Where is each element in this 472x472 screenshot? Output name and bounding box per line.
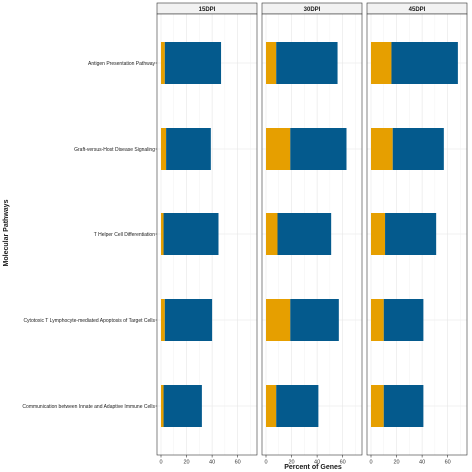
bar-segment-2 <box>166 128 211 170</box>
category-label: Communication between Innate and Adaptiv… <box>22 404 155 410</box>
category-label: T Helper Cell Differentiation <box>94 232 155 238</box>
bar-segment-1 <box>161 385 164 427</box>
x-tick-label: 60 <box>340 460 346 466</box>
category-label: Cytotoxic T Lymphocyte-mediated Apoptosi… <box>23 318 155 324</box>
category-label: Antigen Presentation Pathway <box>88 61 155 67</box>
panel-border <box>366 13 468 456</box>
bar-segment-1 <box>266 42 277 84</box>
category-labels: Antigen Presentation Pathway Graft-versus… <box>22 61 157 410</box>
bar-segment-2 <box>392 128 444 170</box>
panel-border <box>156 13 258 456</box>
x-tick-label: 20 <box>288 460 294 466</box>
bar-segment-2 <box>391 42 458 84</box>
x-tick-label: 0 <box>369 460 372 466</box>
bar-segment-1 <box>371 42 392 84</box>
x-axis-title: Percent of Genes <box>284 464 342 471</box>
bar-segment-1 <box>161 299 165 341</box>
y-axis-title: Molecular Pathways <box>3 199 10 266</box>
x-tick-label: 40 <box>419 460 425 466</box>
x-tick-label: 60 <box>445 460 451 466</box>
panel-15dpi: 15DPI 0 20 40 60 <box>156 2 258 466</box>
bar-segment-2 <box>163 213 219 255</box>
panel-strip-label: 45DPI <box>409 7 426 13</box>
panel-strip-label: 30DPI <box>304 7 321 13</box>
bar-segment-1 <box>371 299 384 341</box>
x-tick-label: 60 <box>235 460 241 466</box>
panels-layer: 15DPI 0 20 40 60 30DPI 0 20 40 60 45DPI 0 20 40 60 <box>156 2 468 466</box>
bar-segment-1 <box>371 385 384 427</box>
bar-segment-1 <box>371 128 393 170</box>
bar-segment-1 <box>266 213 278 255</box>
bar-segment-2 <box>290 128 347 170</box>
bar-segment-2 <box>290 299 339 341</box>
bar-segment-1 <box>266 385 277 427</box>
bar-segment-2 <box>277 213 332 255</box>
bar-segment-1 <box>161 213 164 255</box>
x-tick-label: 0 <box>159 460 162 466</box>
x-tick-label: 40 <box>209 460 215 466</box>
bar-segment-2 <box>276 385 319 427</box>
panel-45dpi: 45DPI 0 20 40 60 <box>366 2 468 466</box>
bar-segment-2 <box>163 385 202 427</box>
bar-segment-1 <box>266 299 291 341</box>
panel-strip-label: 15DPI <box>199 7 216 13</box>
bar-segment-2 <box>383 385 424 427</box>
bar-segment-1 <box>371 213 386 255</box>
bar-segment-2 <box>385 213 437 255</box>
bar-segment-2 <box>276 42 338 84</box>
category-label: Graft-versus-Host Disease Signaling <box>74 147 155 153</box>
bar-segment-2 <box>164 299 213 341</box>
panel-30dpi: 30DPI 0 20 40 60 <box>261 2 363 466</box>
bar-segment-2 <box>164 42 222 84</box>
x-tick-label: 20 <box>393 460 399 466</box>
bar-segment-1 <box>161 42 165 84</box>
bar-segment-1 <box>266 128 291 170</box>
panel-border <box>261 13 363 456</box>
bar-segment-1 <box>161 128 167 170</box>
bar-segment-2 <box>383 299 424 341</box>
x-tick-label: 0 <box>264 460 267 466</box>
x-tick-label: 20 <box>183 460 189 466</box>
x-tick-label: 40 <box>314 460 320 466</box>
